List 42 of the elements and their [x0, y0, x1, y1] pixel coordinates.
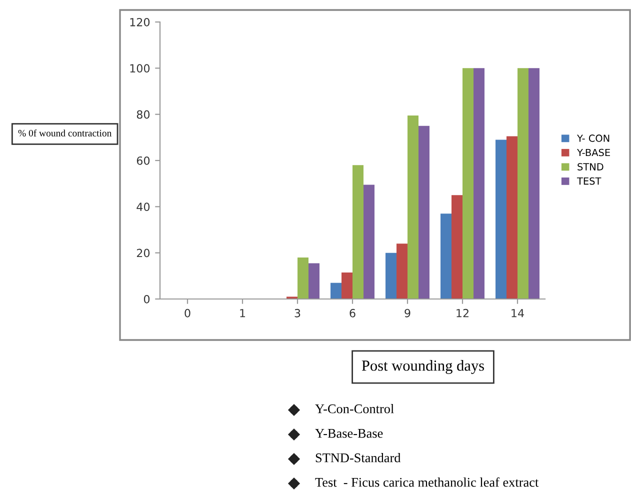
legend-label: TEST	[576, 177, 602, 185]
text: Y-Base-Base	[315, 429, 383, 438]
bar	[496, 140, 506, 299]
x-axis-title: Post wounding days	[362, 360, 484, 374]
bar	[518, 68, 528, 299]
y-tick-label: 60	[136, 156, 150, 165]
bar	[528, 68, 540, 299]
y-tick-label: 80	[136, 110, 150, 119]
x-tick-label: 6	[350, 308, 356, 318]
y-tick-label: 0	[144, 294, 150, 304]
y-axis-title: % 0f wound contraction	[18, 129, 112, 136]
text: Test - Ficus carica methanolic leaf extract	[315, 477, 539, 487]
bar	[342, 272, 352, 299]
bar	[308, 263, 320, 299]
x-tick-label: 1	[240, 309, 246, 318]
y-tick-label: 20	[136, 248, 150, 258]
bar	[452, 195, 462, 299]
bar	[474, 68, 484, 299]
x-tick-label: 14	[512, 309, 524, 318]
x-tick-label: 12	[456, 308, 468, 318]
x-tick-label: 0	[184, 308, 190, 318]
bar	[330, 282, 342, 299]
x-tick-label: 3	[294, 308, 300, 318]
bar	[364, 184, 374, 299]
bar	[396, 244, 408, 299]
y-tick-label: 120	[130, 18, 150, 26]
bar	[462, 68, 474, 299]
bar	[298, 257, 308, 299]
bar	[418, 126, 430, 299]
bar	[440, 214, 452, 299]
legend-label: Y- CON	[576, 134, 610, 142]
legend-label: STND	[578, 163, 604, 170]
bar	[506, 136, 518, 299]
bar	[352, 165, 364, 299]
legend-label: Y-BASE	[576, 148, 610, 156]
bar	[386, 252, 396, 299]
text: Y-Con-Control	[315, 404, 394, 414]
y-tick-label: 40	[136, 202, 150, 212]
x-tick-label: 9	[404, 308, 410, 318]
bar	[408, 115, 418, 299]
y-tick-label: 100	[130, 64, 150, 73]
text: STND-Standard	[316, 453, 401, 462]
